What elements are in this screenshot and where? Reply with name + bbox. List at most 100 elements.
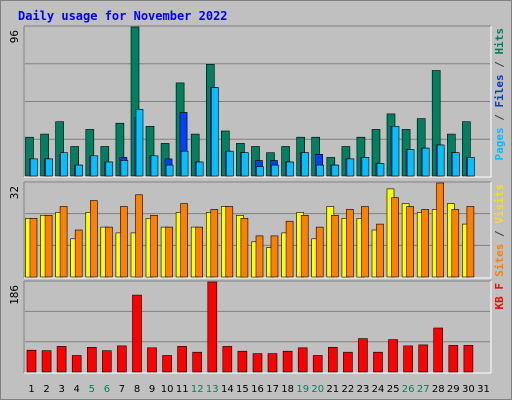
bar-sites [165, 226, 173, 278]
bar-pages [180, 150, 189, 177]
legend-entry: Sites [493, 244, 506, 277]
bar-sites [315, 226, 324, 278]
x-tick-label: 27 [417, 384, 430, 395]
bar-pages [60, 152, 68, 177]
bar-kb-f [132, 294, 142, 373]
bar-pages [421, 147, 430, 177]
legend-middle: Sites / Visits [493, 184, 506, 277]
x-tick-label: 2 [43, 384, 49, 395]
x-tick-label: 26 [402, 384, 415, 395]
x-tick-label: 29 [447, 384, 460, 395]
x-tick-label: 13 [206, 384, 219, 395]
x-tick-label: 15 [236, 384, 249, 395]
bar-pages [271, 164, 279, 177]
bar-kb-f [388, 339, 398, 373]
bar-kb-f [192, 351, 202, 373]
bar-kb-f [237, 350, 248, 373]
bar-pages [241, 152, 249, 177]
x-tick-label: 12 [191, 384, 204, 395]
bar-sites [376, 223, 384, 278]
x-tick-label: 28 [432, 384, 445, 395]
bar-pages [376, 163, 385, 177]
legend-entry: KB F [493, 283, 506, 310]
legend-entry: Hits [493, 28, 506, 55]
bar-kb-f [267, 353, 278, 373]
bar-pages [90, 155, 99, 177]
bar-pages [45, 158, 53, 177]
bar-kb-f [41, 350, 52, 373]
x-tick-label: 19 [296, 384, 309, 395]
bar-pages [30, 158, 38, 177]
bar-sites [240, 218, 249, 278]
x-tick-label: 17 [266, 384, 279, 395]
legend-entry: / [493, 108, 506, 128]
bar-sites [59, 206, 68, 278]
x-tick-label: 4 [74, 384, 80, 395]
bar-kb-f [358, 338, 368, 373]
panel-bottom: 186 KB F [8, 280, 506, 374]
bar-sites [90, 200, 98, 278]
legend-entry: Pages [493, 127, 506, 160]
bar-pages [301, 152, 310, 177]
bar-sites [225, 206, 234, 278]
x-tick-label: 16 [251, 384, 264, 395]
bar-kb-f [162, 355, 172, 373]
x-tick-label: 20 [311, 384, 324, 395]
bar-sites [135, 194, 143, 278]
legend-entry: Files [493, 74, 506, 107]
x-tick-label: 21 [326, 384, 339, 395]
bar-pages [286, 161, 294, 177]
bar-pages [467, 157, 475, 177]
bar-pages [120, 160, 129, 177]
legend-entry: / [493, 55, 506, 75]
legend-top: Pages / Files / Hits [493, 28, 506, 161]
bar-pages [436, 144, 445, 177]
chart-title: Daily usage for November 2022 [18, 9, 228, 23]
bar-sites [285, 220, 294, 278]
bar-sites [346, 209, 354, 278]
x-tick-label: 25 [387, 384, 400, 395]
bar-sites [391, 197, 399, 278]
x-axis: 1 2 3 4 5 6 7 8 9 10 11 12 13 14 15 16 17 18 19 20 21 22 23 24 2… [28, 384, 490, 395]
bar-sites [406, 206, 414, 278]
bar-pages [406, 149, 415, 177]
bar-sites [74, 229, 83, 278]
bar-sites [29, 218, 38, 278]
x-tick-label: 14 [221, 384, 234, 395]
bar-pages [135, 109, 144, 177]
bar-sites [300, 215, 309, 278]
bar-kb-f [297, 347, 308, 373]
panel-middle: 32 Sites / Visits [8, 181, 506, 279]
bar-kb-f [327, 346, 338, 373]
bar-pages [105, 161, 114, 177]
bar-kb-f [448, 345, 459, 373]
bar-pages [316, 164, 325, 177]
bar-kb-f [71, 355, 82, 373]
x-tick-label: 1 [28, 384, 34, 395]
x-tick-label: 3 [59, 384, 65, 395]
bar-pages [361, 157, 370, 177]
bar-kb-f [56, 346, 67, 373]
bar-sites [105, 226, 113, 278]
x-tick-label: 22 [342, 384, 355, 395]
bar-sites [421, 209, 430, 278]
x-tick-label: 24 [372, 384, 385, 395]
bar-kb-f [403, 345, 413, 373]
bar-kb-f [373, 351, 383, 373]
bar-kb-f [26, 349, 37, 373]
bar-sites [330, 215, 339, 278]
bar-sites [270, 235, 279, 278]
x-tick-label: 6 [104, 384, 110, 395]
bar-kb-f [222, 346, 233, 373]
bar-pages [391, 126, 400, 177]
bar-sites [150, 215, 158, 278]
bar-sites [255, 235, 264, 278]
bar-pages [165, 164, 174, 177]
legend-bottom: KB F [493, 283, 506, 310]
bar-pages [150, 155, 159, 177]
x-tick-label: 31 [477, 384, 490, 395]
bar-pages [211, 87, 219, 177]
bar-kb-f [312, 355, 323, 373]
bar-kb-f [207, 281, 218, 373]
